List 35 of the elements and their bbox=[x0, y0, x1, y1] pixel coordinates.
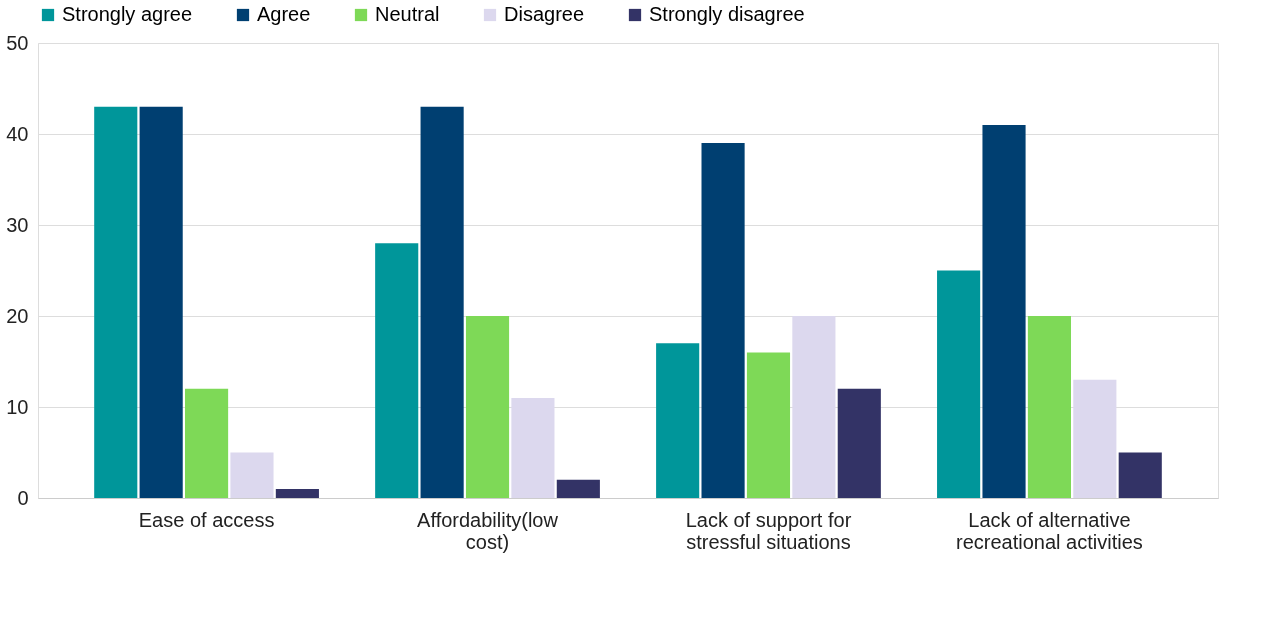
bar bbox=[982, 124, 1026, 498]
bar bbox=[465, 316, 510, 498]
legend-label: Agree bbox=[257, 3, 311, 25]
y-tick-label: 30 bbox=[6, 213, 29, 236]
legend-label: Strongly disagree bbox=[649, 3, 805, 25]
bar bbox=[230, 452, 274, 498]
bar bbox=[1027, 316, 1071, 498]
bar bbox=[837, 388, 881, 498]
bar bbox=[375, 243, 419, 498]
legend-label: Strongly agree bbox=[62, 3, 193, 25]
x-tick-label: Lack of support for stressful situations bbox=[685, 508, 852, 553]
y-tick-label: 50 bbox=[6, 31, 29, 54]
x-tick-label: Lack of alternative recreational activities bbox=[956, 508, 1143, 553]
legend-label: Disagree bbox=[504, 3, 585, 25]
bar bbox=[1118, 452, 1162, 498]
bar bbox=[937, 270, 981, 498]
bar bbox=[656, 343, 700, 498]
bar bbox=[556, 479, 600, 498]
y-tick-label: 10 bbox=[6, 395, 29, 418]
legend-label: Neutral bbox=[375, 3, 440, 25]
bar bbox=[139, 106, 183, 498]
bar bbox=[420, 106, 464, 498]
y-tick-label: 40 bbox=[6, 122, 29, 145]
bar bbox=[185, 388, 229, 498]
bar bbox=[275, 488, 319, 498]
x-tick-label: Ease of access bbox=[138, 508, 275, 531]
bar bbox=[94, 106, 138, 498]
bar bbox=[511, 397, 555, 498]
bar bbox=[701, 143, 745, 498]
x-tick-label: Affordability(low cost) bbox=[417, 508, 559, 553]
bar bbox=[746, 352, 791, 498]
y-tick-label: 0 bbox=[17, 486, 29, 509]
bar bbox=[1073, 379, 1117, 498]
bar bbox=[792, 316, 836, 498]
y-tick-label: 20 bbox=[6, 304, 29, 327]
